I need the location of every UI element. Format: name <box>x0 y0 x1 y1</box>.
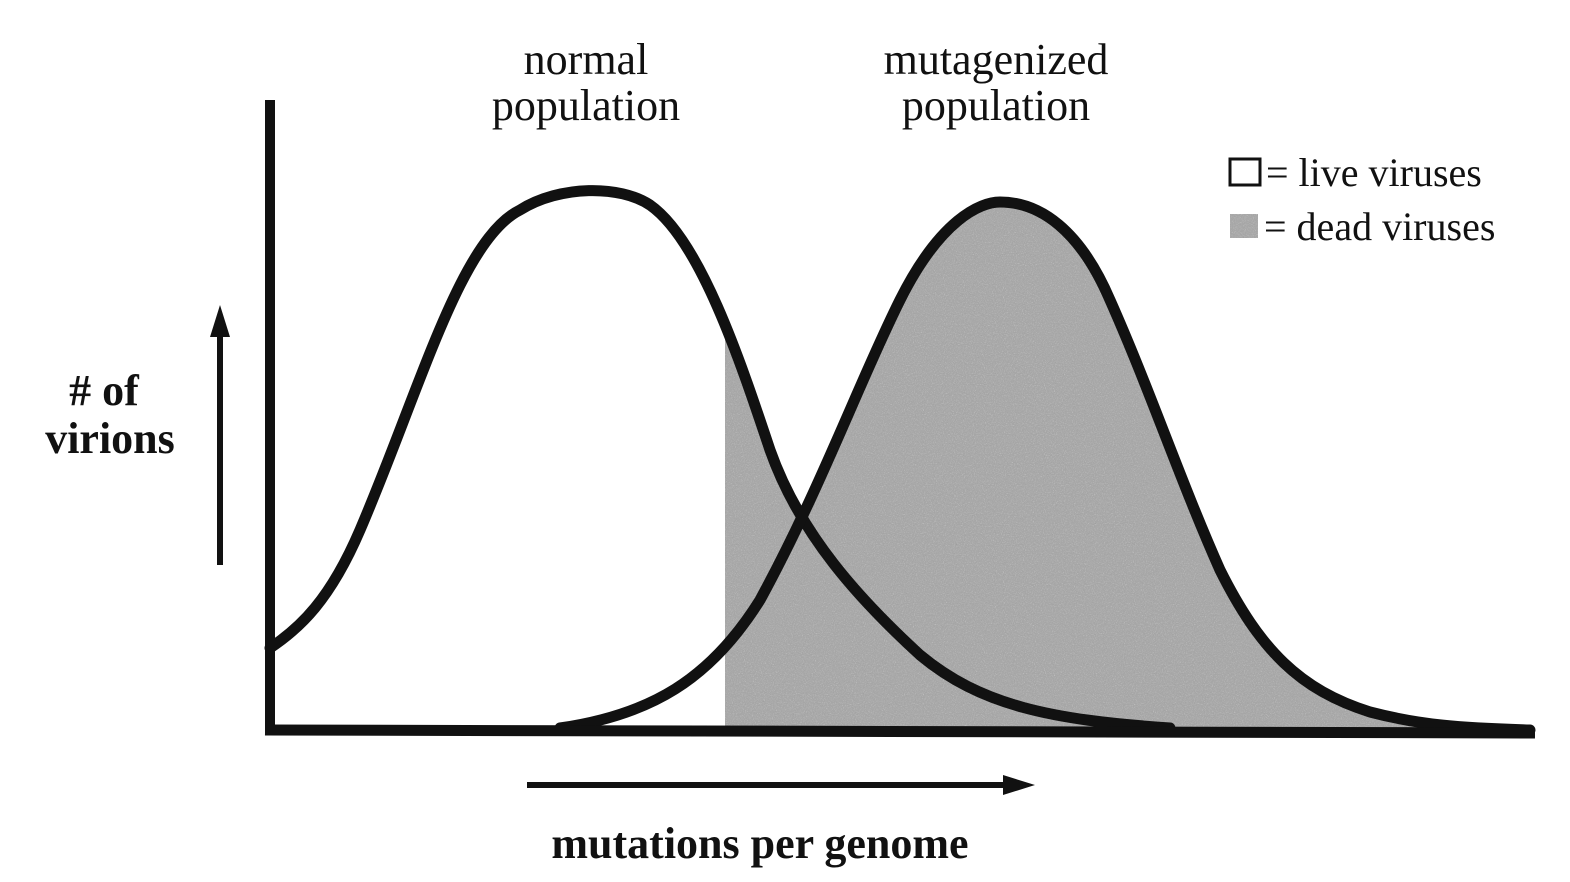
legend-live-swatch <box>1228 157 1262 187</box>
dead-virus-shading <box>725 202 1530 730</box>
normal-population-label-line2: population <box>492 81 680 130</box>
y-direction-arrow <box>210 305 230 565</box>
x-direction-arrow <box>527 775 1035 795</box>
y-axis-label-line1: # of <box>69 366 140 415</box>
dead-region-mutagenized <box>725 202 1530 730</box>
x-axis <box>264 724 1536 739</box>
normal-population-curve <box>264 185 1176 734</box>
legend-dead-swatch <box>1230 214 1258 238</box>
legend: = live viruses = dead viruses <box>1228 150 1495 249</box>
normal-population-label-line1: normal <box>524 35 649 84</box>
x-axis-label: mutations per genome <box>551 819 968 868</box>
mutagenized-population-label-line1: mutagenized <box>884 35 1109 84</box>
legend-dead-label: = dead viruses <box>1264 204 1495 249</box>
mutagenized-population-label-line2: population <box>902 81 1090 130</box>
legend-live-label: = live viruses <box>1266 150 1482 195</box>
mutagenized-population-curve <box>554 196 1536 736</box>
y-axis-label-line2: virions <box>45 414 175 463</box>
